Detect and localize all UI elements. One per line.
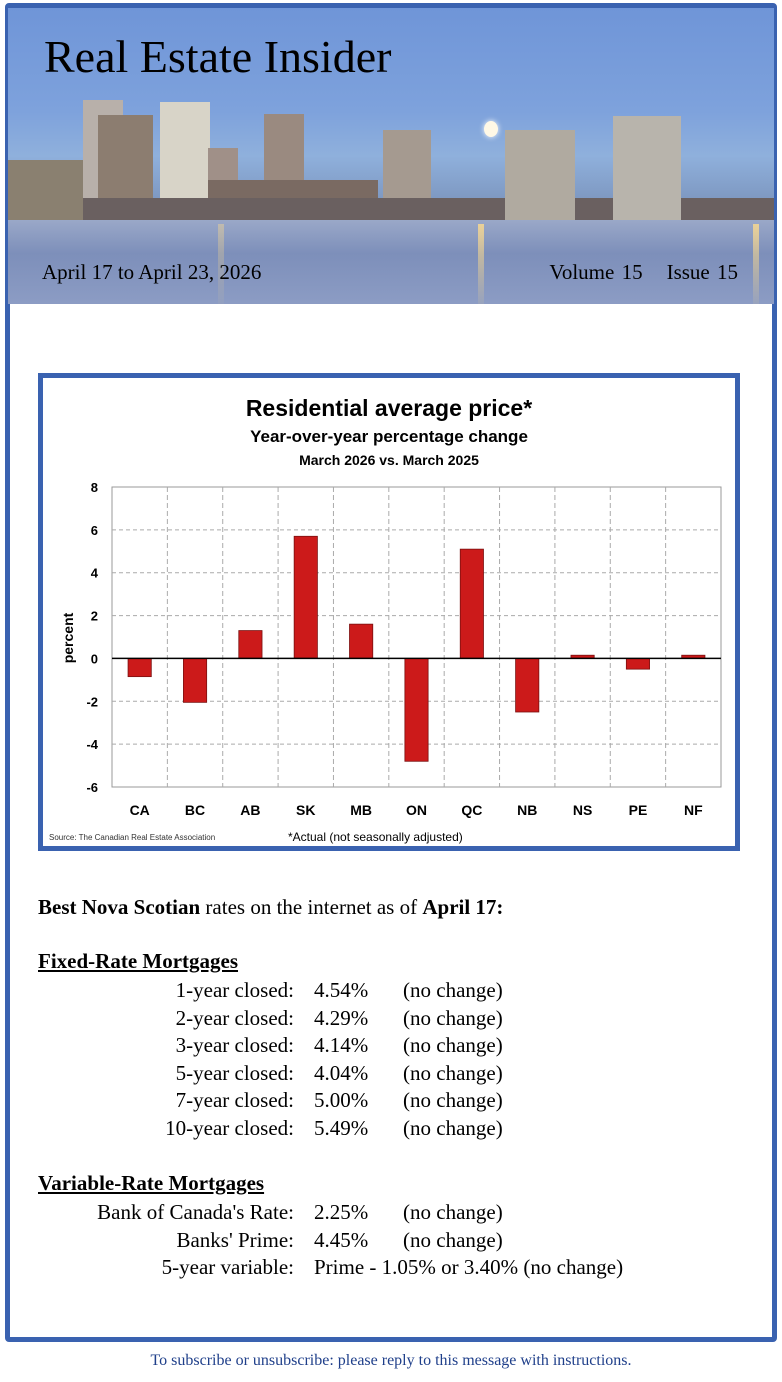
x-tick-label: CA bbox=[130, 802, 150, 818]
newsletter-title: Real Estate Insider bbox=[44, 31, 392, 82]
bar-qc bbox=[459, 548, 484, 659]
x-tick-label: NB bbox=[517, 802, 537, 818]
chart-subtitle-2: March 2026 vs. March 2025 bbox=[299, 452, 479, 468]
x-tick-label: MB bbox=[350, 802, 372, 818]
volume-issue: Volume 15 Issue 15 bbox=[549, 260, 738, 285]
header-banner: Real Estate Insider April 17 to April 23… bbox=[8, 8, 774, 304]
y-tick-label: 0 bbox=[91, 651, 98, 666]
rate-value: 4.54% bbox=[314, 978, 369, 1002]
date-range: April 17 to April 23, 2026 bbox=[42, 260, 262, 284]
subscribe-footer: To subscribe or unsubscribe: please repl… bbox=[150, 1352, 632, 1369]
bar-sk bbox=[293, 535, 318, 659]
rate-label: Bank of Canada's Rate: bbox=[97, 1200, 294, 1224]
rate-value: 4.04% bbox=[314, 1060, 369, 1085]
rate-change: (no change) bbox=[403, 1005, 503, 1030]
x-tick-label: ON bbox=[406, 802, 427, 818]
rate-value: 5.00% bbox=[314, 1088, 369, 1112]
fixed-rate-heading: Fixed-Rate Mortgages bbox=[38, 949, 239, 973]
rates-intro: Best Nova Scotian rates on the internet … bbox=[38, 895, 503, 920]
x-tick-label: NF bbox=[684, 802, 703, 818]
bar-ab bbox=[238, 630, 263, 659]
bar-ca bbox=[127, 658, 152, 678]
x-tick-label: NS bbox=[573, 802, 592, 818]
issue: Issue 15 bbox=[666, 260, 738, 284]
rate-label: 5-year closed: bbox=[175, 1060, 294, 1085]
rate-value: 4.45% bbox=[314, 1227, 369, 1252]
variable-rate-heading: Variable-Rate Mortgages bbox=[38, 1171, 265, 1195]
rate-label: 3-year closed: bbox=[175, 1033, 294, 1057]
bar-chart: Residential average price* Year-over-yea… bbox=[49, 395, 722, 844]
y-tick-label: 2 bbox=[91, 609, 98, 624]
x-tick-label: AB bbox=[240, 802, 260, 818]
rate-change: (no change) bbox=[403, 1060, 503, 1085]
y-tick-label: 8 bbox=[91, 480, 98, 495]
intro-bold-1: Best Nova Scotian bbox=[38, 895, 201, 919]
y-tick-label: -6 bbox=[86, 780, 98, 795]
y-tick-label: -4 bbox=[86, 737, 98, 752]
bar-nb bbox=[515, 658, 540, 713]
rate-label: 10-year closed: bbox=[165, 1115, 294, 1140]
chart-source: Source: The Canadian Real Estate Associa… bbox=[49, 833, 215, 842]
x-tick-label: QC bbox=[461, 802, 482, 818]
bar-on bbox=[404, 658, 429, 762]
volume: Volume 15 bbox=[549, 260, 643, 284]
rate-change: (no change) bbox=[403, 1033, 503, 1057]
rate-change: (no change) bbox=[403, 1115, 503, 1140]
rate-value: 4.29% bbox=[314, 1005, 369, 1030]
x-tick-label: PE bbox=[629, 802, 648, 818]
chart-subtitle: Year-over-year percentage change bbox=[250, 427, 528, 446]
rate-value: 4.14% bbox=[314, 1033, 369, 1057]
x-tick-label: SK bbox=[296, 802, 315, 818]
chart-note: *Actual (not seasonally adjusted) bbox=[288, 830, 463, 844]
x-tick-label: BC bbox=[185, 802, 205, 818]
intro-mid: rates on the internet as of bbox=[200, 895, 423, 919]
moon-graphic bbox=[484, 121, 498, 137]
rate-value: 5.49% bbox=[314, 1115, 369, 1140]
y-axis-label: percent bbox=[60, 612, 76, 663]
bar-bc bbox=[183, 658, 208, 703]
rate-value: Prime - 1.05% or 3.40% (no change) bbox=[314, 1255, 624, 1279]
rate-label: 1-year closed: bbox=[175, 978, 294, 1002]
rate-label: 7-year closed: bbox=[175, 1088, 294, 1112]
rate-change: (no change) bbox=[403, 1088, 503, 1112]
rate-change: (no change) bbox=[403, 1200, 503, 1224]
rate-label: 5-year variable: bbox=[161, 1255, 294, 1279]
chart-container: Residential average price* Year-over-yea… bbox=[38, 373, 740, 851]
bar-pe bbox=[625, 658, 650, 670]
intro-bold-2: April 17: bbox=[422, 895, 504, 919]
y-tick-label: 4 bbox=[91, 566, 99, 581]
rate-value: 2.25% bbox=[314, 1200, 369, 1224]
rate-change: (no change) bbox=[403, 978, 503, 1002]
chart-title: Residential average price* bbox=[246, 395, 532, 421]
rate-label: Banks' Prime: bbox=[176, 1227, 294, 1252]
rate-change: (no change) bbox=[403, 1227, 503, 1252]
harbour-water bbox=[8, 220, 774, 304]
rate-label: 2-year closed: bbox=[175, 1005, 294, 1030]
bar-mb bbox=[349, 623, 374, 659]
y-tick-label: 6 bbox=[91, 523, 98, 538]
y-tick-label: -2 bbox=[86, 694, 98, 709]
